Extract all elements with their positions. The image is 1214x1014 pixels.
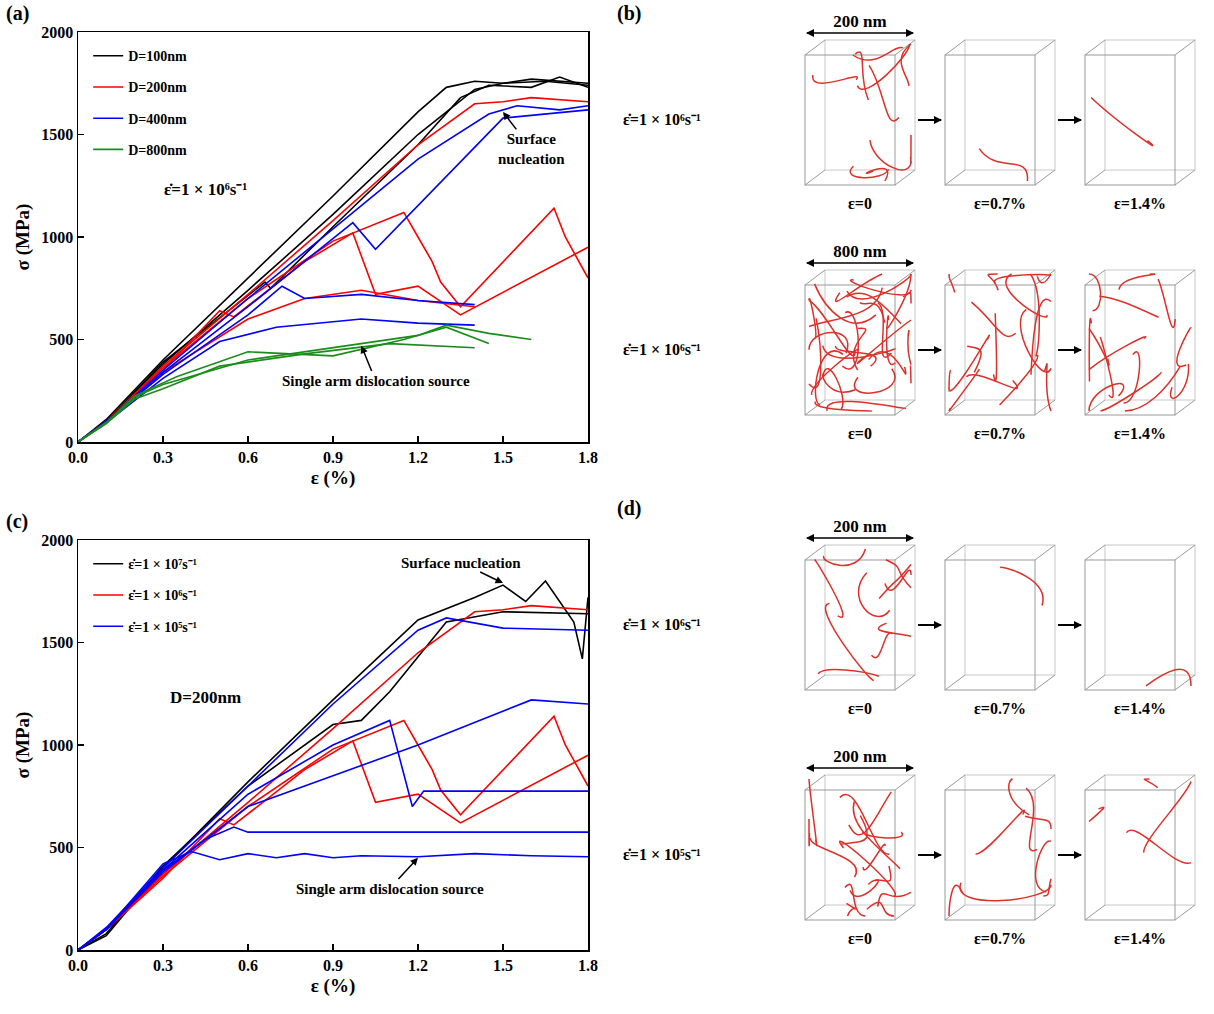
svg-text:0.9: 0.9 [323,449,343,466]
svg-text:ε=1.4%: ε=1.4% [1114,700,1166,717]
svg-text:Single arm dislocation source: Single arm dislocation source [296,881,484,897]
svg-text:σ (MPa): σ (MPa) [12,712,34,779]
svg-text:D=100nm: D=100nm [128,49,187,64]
svg-text:ε (%): ε (%) [311,975,356,997]
svg-text:ε̇=1 × 10⁵s⁻¹: ε̇=1 × 10⁵s⁻¹ [128,620,197,635]
svg-text:2000: 2000 [41,24,73,41]
svg-text:D=800nm: D=800nm [128,143,187,158]
svg-text:0.6: 0.6 [238,957,258,974]
svg-text:1.2: 1.2 [408,449,428,466]
svg-text:ε̇=1 × 10⁷s⁻¹: ε̇=1 × 10⁷s⁻¹ [128,557,197,572]
svg-text:ε=0.7%: ε=0.7% [974,425,1026,442]
svg-text:D=200nm: D=200nm [170,688,241,707]
svg-text:ε=0: ε=0 [848,425,872,442]
svg-text:200 nm: 200 nm [833,517,886,536]
svg-text:500: 500 [49,331,73,348]
svg-text:Surface nucleation: Surface nucleation [401,555,521,571]
svg-text:200 nm: 200 nm [833,12,886,31]
svg-text:1000: 1000 [41,229,73,246]
svg-text:2000: 2000 [41,532,73,549]
svg-text:0.3: 0.3 [153,957,173,974]
svg-text:ε=1.4%: ε=1.4% [1114,425,1166,442]
svg-text:0.0: 0.0 [68,449,88,466]
svg-text:ε̇=1 × 10⁵s⁻¹: ε̇=1 × 10⁵s⁻¹ [623,846,701,863]
svg-text:1000: 1000 [41,737,73,754]
svg-text:0: 0 [65,434,73,451]
svg-text:1.8: 1.8 [578,957,598,974]
svg-text:0.9: 0.9 [323,957,343,974]
svg-text:D=200nm: D=200nm [128,80,187,95]
svg-text:0: 0 [65,942,73,959]
svg-text:ε=0: ε=0 [848,195,872,212]
svg-text:ε=0.7%: ε=0.7% [974,195,1026,212]
svg-text:1500: 1500 [41,634,73,651]
svg-text:ε̇=1 × 10⁶s⁻¹: ε̇=1 × 10⁶s⁻¹ [164,180,247,199]
html-text:(a): (a) [6,2,30,24]
svg-text:800 nm: 800 nm [833,242,886,261]
svg-text:1500: 1500 [41,126,73,143]
svg-text:(d): (d) [617,497,641,520]
svg-text:ε=1.4%: ε=1.4% [1114,930,1166,947]
svg-text:ε (%): ε (%) [311,467,356,489]
svg-text:1.5: 1.5 [493,957,513,974]
svg-text:(b): (b) [617,2,641,25]
svg-text:D=400nm: D=400nm [128,112,187,127]
html-text:(c): (c) [6,510,29,532]
svg-text:ε=1.4%: ε=1.4% [1114,195,1166,212]
svg-text:Single arm dislocation source: Single arm dislocation source [282,373,470,389]
svg-text:ε=0.7%: ε=0.7% [974,930,1026,947]
svg-text:ε̇=1 × 10⁶s⁻¹: ε̇=1 × 10⁶s⁻¹ [128,588,197,603]
svg-text:ε̇=1 × 10⁶s⁻¹: ε̇=1 × 10⁶s⁻¹ [623,111,701,128]
svg-text:0.6: 0.6 [238,449,258,466]
svg-text:200 nm: 200 nm [833,747,886,766]
svg-text:ε̇=1 × 10⁶s⁻¹: ε̇=1 × 10⁶s⁻¹ [623,341,701,358]
svg-text:1.5: 1.5 [493,449,513,466]
svg-text:ε=0.7%: ε=0.7% [974,700,1026,717]
svg-text:1.2: 1.2 [408,957,428,974]
svg-text:0.0: 0.0 [68,957,88,974]
svg-text:Surfacenucleation: Surfacenucleation [498,131,565,167]
svg-text:ε̇=1 × 10⁶s⁻¹: ε̇=1 × 10⁶s⁻¹ [623,616,701,633]
svg-text:ε=0: ε=0 [848,700,872,717]
svg-text:σ (MPa): σ (MPa) [12,204,34,271]
svg-text:ε=0: ε=0 [848,930,872,947]
svg-text:500: 500 [49,839,73,856]
svg-text:1.8: 1.8 [578,449,598,466]
svg-text:0.3: 0.3 [153,449,173,466]
